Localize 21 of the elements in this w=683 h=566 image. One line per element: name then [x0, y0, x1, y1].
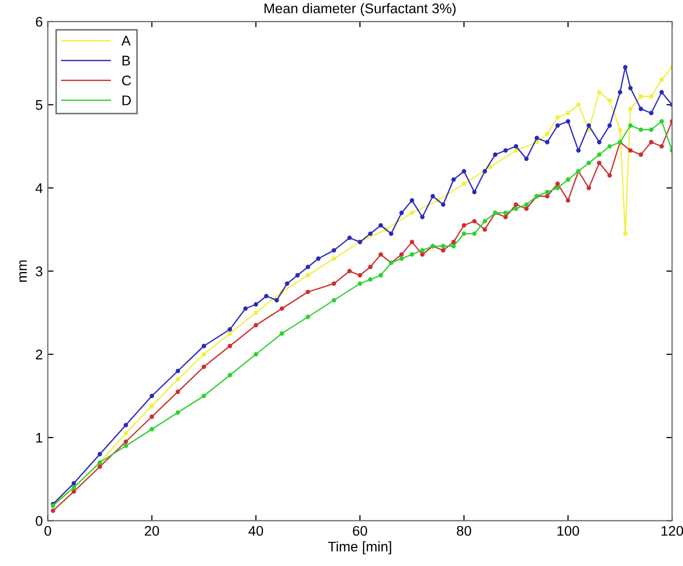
x-axis-title: Time [min]	[328, 541, 392, 554]
legend-label: C	[122, 76, 131, 86]
y-tick-label: 3	[36, 266, 42, 276]
y-tick-label: 1	[36, 432, 42, 443]
y-axis-title: mm	[19, 260, 27, 282]
x-tick-label: 80	[456, 526, 472, 536]
x-tick-label: 120	[662, 526, 683, 536]
legend-label: A	[121, 36, 131, 46]
y-tick-label: 0	[36, 516, 42, 526]
x-tick-label: 40	[248, 526, 264, 536]
chart-title: Mean diameter (Surfactant 3%)	[264, 3, 456, 16]
y-tick-label: 6	[36, 16, 42, 27]
legend-label: B	[122, 56, 130, 66]
x-tick-label: 20	[144, 526, 160, 536]
y-tick-label: 4	[36, 183, 43, 193]
x-tick-label: 60	[352, 526, 368, 536]
x-tick-label: 0	[44, 526, 52, 536]
y-tick-label: 2	[36, 350, 42, 360]
x-tick-label: 100	[558, 526, 580, 536]
legend-label: D	[122, 96, 131, 106]
y-tick-label: 5	[36, 100, 42, 110]
